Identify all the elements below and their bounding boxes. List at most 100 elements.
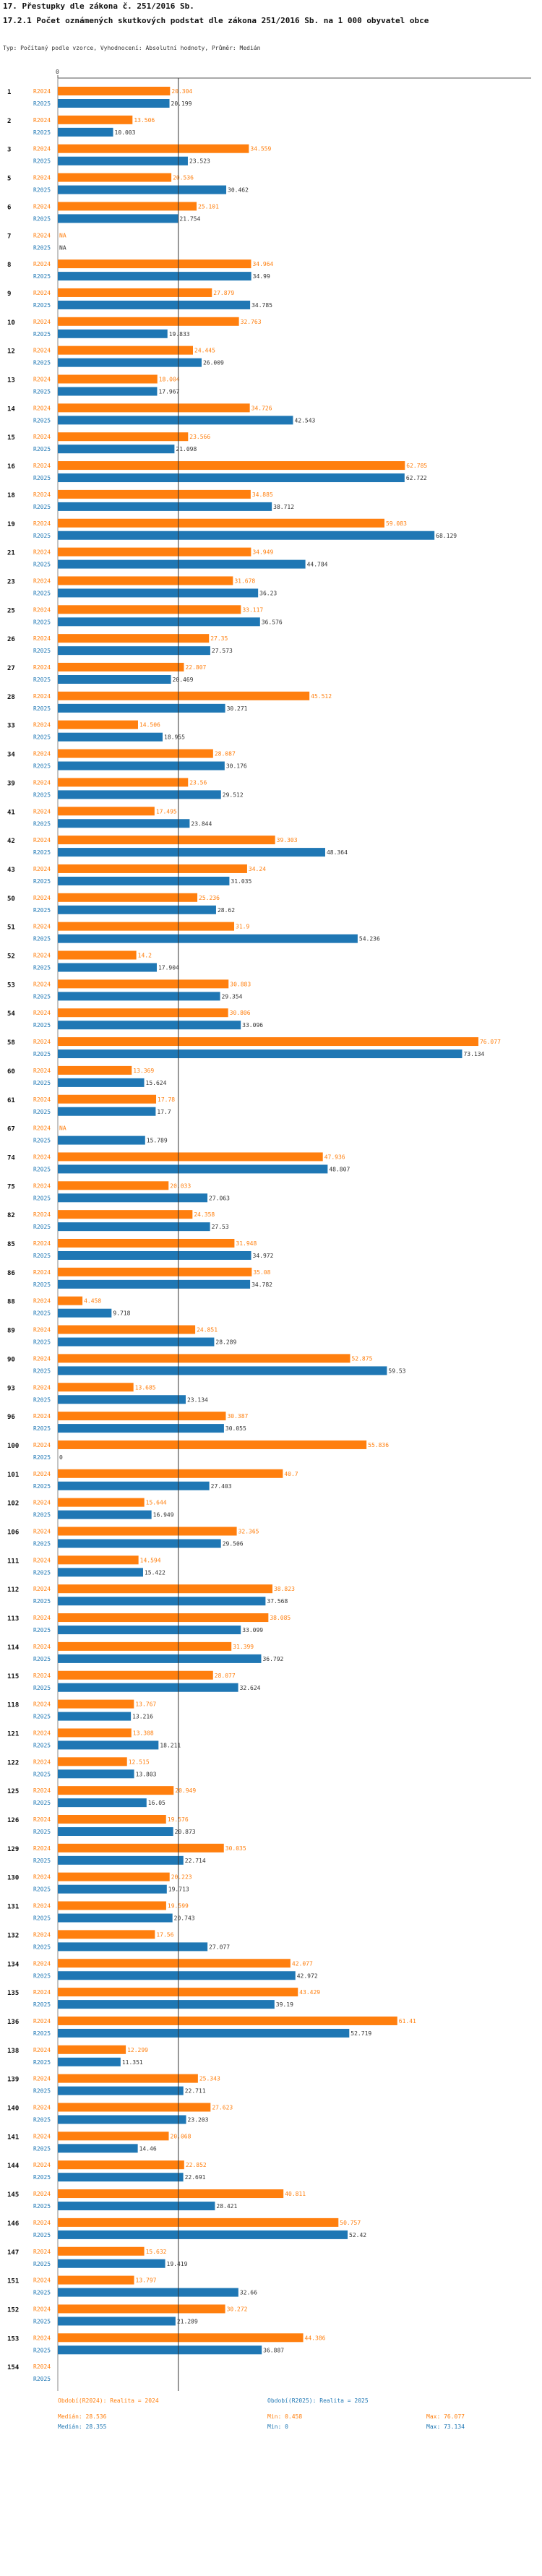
series-tag-r2024: R2024 — [33, 606, 51, 613]
bar-r2024 — [58, 691, 310, 700]
series-tag-r2025: R2025 — [33, 1627, 51, 1633]
series-tag-r2024: R2024 — [33, 1442, 51, 1448]
value-label-r2025: 30.462 — [228, 187, 249, 194]
value-label-r2025: 19.419 — [167, 2261, 188, 2267]
category-label: 23 — [7, 578, 15, 585]
category-label: 125 — [7, 1788, 19, 1795]
bar-r2024 — [58, 1613, 269, 1623]
series-tag-r2025: R2025 — [33, 1425, 51, 1432]
bar-r2025 — [58, 617, 260, 627]
bar-r2025 — [58, 1654, 262, 1663]
value-label-r2024: 39.303 — [277, 837, 298, 843]
series-tag-r2024: R2024 — [33, 1903, 51, 1910]
series-tag-r2024: R2024 — [33, 290, 51, 296]
series-tag-r2025: R2025 — [33, 705, 51, 712]
category-label: 100 — [7, 1443, 19, 1450]
value-label-r2024: 38.085 — [270, 1615, 291, 1621]
legend-r2025-header: Období(R2025): Realita = 2025 — [267, 2397, 369, 2404]
value-label-r2025: 52.42 — [349, 2232, 366, 2238]
category-label: 122 — [7, 1759, 19, 1766]
series-tag-r2024: R2024 — [33, 549, 51, 556]
series-tag-r2025: R2025 — [33, 2001, 51, 2008]
bar-r2025 — [58, 185, 227, 194]
category-label: 85 — [7, 1241, 15, 1248]
bar-r2025 — [58, 761, 225, 770]
series-tag-r2025: R2025 — [33, 1742, 51, 1748]
value-label-r2024: 13.685 — [135, 1384, 156, 1391]
bar-r2024 — [58, 288, 212, 297]
value-label-r2025: 29.506 — [223, 1541, 244, 1547]
series-tag-r2024: R2024 — [33, 808, 51, 815]
series-tag-r2024: R2024 — [33, 837, 51, 843]
bar-r2024 — [58, 1872, 170, 1881]
series-tag-r2025: R2025 — [33, 1281, 51, 1288]
bar-r2024 — [58, 1412, 226, 1421]
category-label: 102 — [7, 1500, 19, 1508]
value-label-r2025: 27.53 — [212, 1224, 229, 1230]
series-tag-r2025: R2025 — [33, 2318, 51, 2324]
series-tag-r2025: R2025 — [33, 446, 51, 452]
value-label-r2024: 23.566 — [189, 434, 210, 440]
series-tag-r2025: R2025 — [33, 2145, 51, 2152]
series-tag-r2025: R2025 — [33, 475, 51, 481]
category-label: 82 — [7, 1212, 15, 1219]
value-label-r2025: 54.236 — [359, 936, 380, 943]
series-tag-r2025: R2025 — [33, 1310, 51, 1317]
series-tag-r2025: R2025 — [33, 2088, 51, 2095]
value-label-r2025: 59.53 — [388, 1368, 405, 1374]
series-tag-r2025: R2025 — [33, 1800, 51, 1806]
bar-r2025 — [58, 1539, 221, 1548]
value-label-r2024: 76.077 — [480, 1039, 501, 1045]
category-label: 53 — [7, 982, 15, 989]
value-label-r2025: 17.904 — [158, 965, 179, 971]
category-label: 111 — [7, 1558, 19, 1565]
value-label-r2024: 24.358 — [194, 1211, 215, 1218]
value-label-r2024: 12.515 — [129, 1759, 150, 1765]
bar-r2025 — [58, 1222, 210, 1232]
category-label: 2 — [7, 118, 11, 125]
value-label-r2024: 13.767 — [135, 1701, 156, 1708]
bar-r2025 — [58, 559, 306, 569]
value-label-r2024: 50.757 — [340, 2220, 361, 2226]
value-label-r2025: 23.134 — [187, 1396, 208, 1403]
category-label: 54 — [7, 1010, 15, 1018]
bar-r2024 — [58, 2045, 126, 2054]
bar-r2025 — [58, 732, 163, 742]
series-tag-r2025: R2025 — [33, 993, 51, 1000]
series-tag-r2024: R2024 — [33, 1960, 51, 1967]
series-tag-r2025: R2025 — [33, 1166, 51, 1172]
value-label-r2025: 21.098 — [176, 446, 197, 452]
series-tag-r2025: R2025 — [33, 129, 51, 136]
series-tag-r2024: R2024 — [33, 693, 51, 700]
bar-r2025 — [58, 387, 158, 396]
bar-r2024 — [58, 2103, 211, 2112]
category-label: 136 — [7, 2019, 19, 2026]
value-label-r2024: 42.077 — [292, 1960, 313, 1967]
bar-r2024 — [58, 1527, 237, 1536]
value-label-r2024: 43.429 — [299, 1989, 320, 1996]
bar-r2025 — [58, 1193, 208, 1203]
bar-r2024 — [58, 1008, 228, 1018]
value-label-r2024: 31.9 — [236, 924, 249, 930]
value-label-r2024: 34.24 — [249, 866, 266, 872]
category-label: 86 — [7, 1270, 15, 1277]
value-label-r2025: 28.421 — [216, 2203, 237, 2210]
series-tag-r2025: R2025 — [33, 562, 51, 568]
value-label-r2025: 26.009 — [203, 360, 224, 366]
series-tag-r2025: R2025 — [33, 244, 51, 251]
series-tag-r2025: R2025 — [33, 2347, 51, 2353]
value-label-r2024: 45.512 — [311, 693, 332, 700]
value-label-r2024: 17.56 — [156, 1931, 173, 1938]
value-label-r2024: 30.272 — [227, 2306, 248, 2312]
value-label-r2024: 20.068 — [171, 2133, 192, 2139]
bar-r2024 — [58, 2217, 339, 2227]
bar-r2024 — [58, 979, 229, 989]
bar-r2025 — [58, 2115, 186, 2124]
value-label-r2025: 36.576 — [262, 619, 283, 625]
series-tag-r2025: R2025 — [33, 2117, 51, 2124]
bar-r2024 — [58, 1555, 139, 1565]
value-label-r2025: 48.364 — [327, 849, 348, 856]
category-label: 25 — [7, 607, 15, 614]
value-label-r2024: 17.78 — [158, 1096, 175, 1103]
category-label: 134 — [7, 1961, 20, 1968]
